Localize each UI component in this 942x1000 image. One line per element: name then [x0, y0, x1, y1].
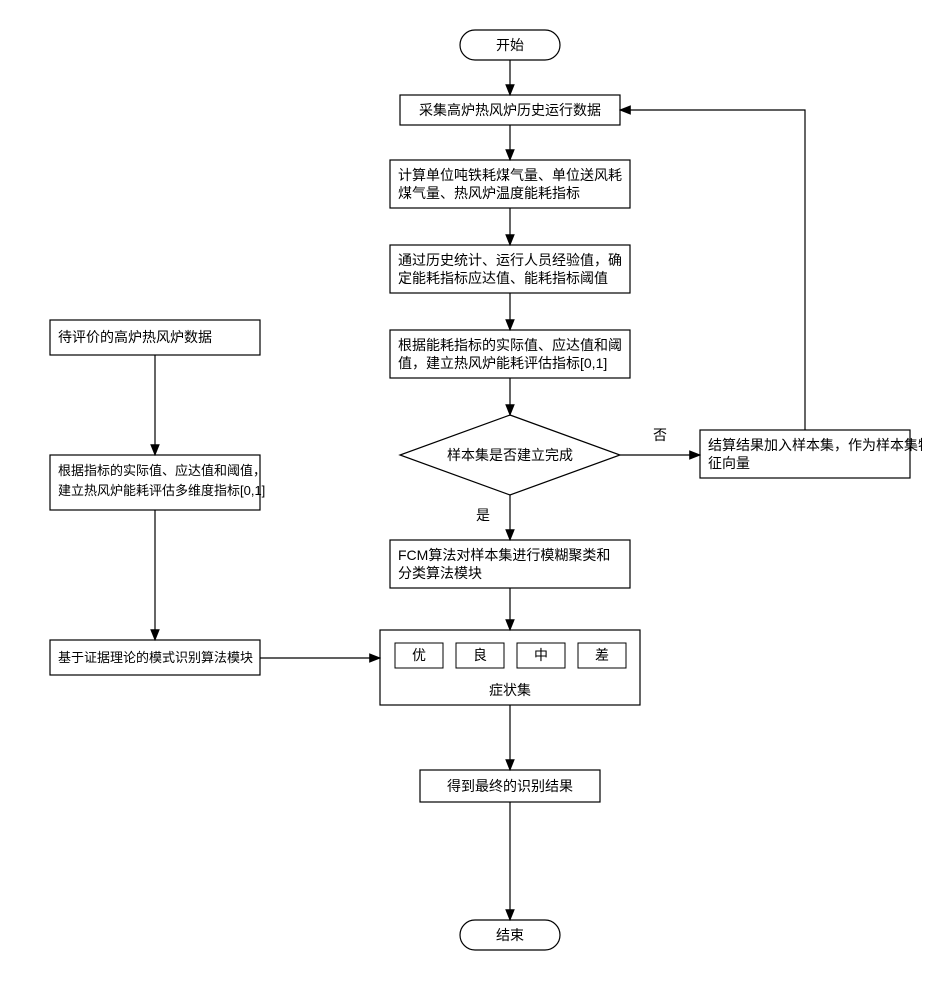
edge-label-yes: 是	[476, 507, 490, 523]
node-decision-sample-ready: 样本集是否建立完成	[400, 415, 620, 495]
n5-line2: 分类算法模块	[398, 565, 482, 581]
start-label: 开始	[496, 37, 524, 53]
symptom-title: 症状集	[489, 682, 531, 698]
flowchart-diagram: 开始 采集高炉热风炉历史运行数据 计算单位吨铁耗煤气量、单位送风耗 煤气量、热风…	[20, 20, 922, 980]
node-collect-data: 采集高炉热风炉历史运行数据	[400, 95, 620, 125]
left3-label: 基于证据理论的模式识别算法模块	[58, 650, 253, 665]
n6-label: 得到最终的识别结果	[447, 778, 573, 794]
right-line2: 征向量	[708, 455, 750, 471]
n4-line1: 根据能耗指标的实际值、应达值和阈	[398, 337, 622, 353]
node-final-result: 得到最终的识别结果	[420, 770, 600, 802]
n4-line2: 值，建立热风炉能耗评估指标[0,1]	[398, 355, 607, 371]
n3-line2: 定能耗指标应达值、能耗指标阈值	[398, 270, 608, 286]
symptom-item-2: 良	[456, 643, 504, 668]
node-determine-thresholds: 通过历史统计、运行人员经验值，确 定能耗指标应达值、能耗指标阈值	[390, 245, 630, 293]
n2-line1: 计算单位吨铁耗煤气量、单位送风耗	[398, 167, 622, 183]
symptom-item-4: 差	[578, 643, 626, 668]
n5-line1: FCM算法对样本集进行模糊聚类和	[398, 547, 610, 563]
svg-text:良: 良	[473, 647, 487, 663]
node-symptom-set: 优 良 中 差 症状集	[380, 630, 640, 705]
node-start: 开始	[460, 30, 560, 60]
right-line1: 结算结果加入样本集，作为样本集特	[708, 437, 922, 453]
svg-text:优: 优	[412, 647, 426, 663]
node-add-to-sample: 结算结果加入样本集，作为样本集特 征向量	[700, 430, 922, 478]
n2-line2: 煤气量、热风炉温度能耗指标	[398, 185, 580, 201]
symptom-item-3: 中	[517, 643, 565, 668]
node-end: 结束	[460, 920, 560, 950]
node-pending-data: 待评价的高炉热风炉数据	[50, 320, 260, 355]
dec-label: 样本集是否建立完成	[447, 447, 573, 463]
n1-label: 采集高炉热风炉历史运行数据	[419, 102, 601, 118]
node-compute-indices: 计算单位吨铁耗煤气量、单位送风耗 煤气量、热风炉温度能耗指标	[390, 160, 630, 208]
edge-right-n1	[620, 110, 805, 430]
left2-line1: 根据指标的实际值、应达值和阈值，	[58, 463, 266, 478]
n3-line1: 通过历史统计、运行人员经验值，确	[398, 252, 622, 268]
node-multidim-index: 根据指标的实际值、应达值和阈值， 建立热风炉能耗评估多维度指标[0,1]	[50, 455, 266, 510]
left1-label: 待评价的高炉热风炉数据	[58, 329, 212, 345]
node-build-eval-index: 根据能耗指标的实际值、应达值和阈 值，建立热风炉能耗评估指标[0,1]	[390, 330, 630, 378]
edge-label-no: 否	[653, 427, 667, 443]
svg-text:中: 中	[534, 647, 548, 663]
end-label: 结束	[496, 927, 524, 943]
node-evidence-pattern: 基于证据理论的模式识别算法模块	[50, 640, 260, 675]
svg-text:差: 差	[595, 647, 609, 663]
symptom-item-1: 优	[395, 643, 443, 668]
node-fcm-cluster: FCM算法对样本集进行模糊聚类和 分类算法模块	[390, 540, 630, 588]
left2-line2: 建立热风炉能耗评估多维度指标[0,1]	[58, 483, 265, 498]
